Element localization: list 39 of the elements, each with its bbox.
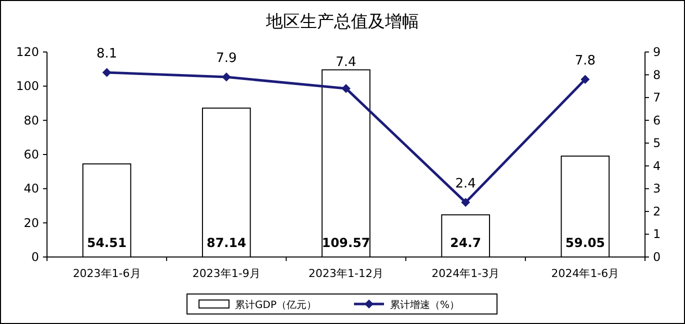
data-label: 109.57 — [322, 235, 370, 250]
data-label: 24.7 — [450, 235, 482, 250]
x-tick-label: 2023年1-6月 — [72, 267, 141, 280]
data-label: 7.8 — [574, 53, 596, 68]
legend-label: 累计增速（%） — [390, 299, 460, 311]
y2-tick-label: 5 — [653, 136, 661, 150]
data-label: 7.4 — [336, 54, 356, 70]
x-tick-label: 2024年1-6月 — [551, 267, 620, 280]
y2-tick-label: 8 — [653, 68, 661, 82]
y-tick-label: 120 — [16, 45, 39, 59]
y-tick-label: 60 — [24, 148, 39, 162]
y2-tick-label: 2 — [653, 204, 661, 218]
legend-label: 累计GDP（亿元） — [235, 299, 316, 311]
y2-tick-label: 6 — [653, 113, 661, 128]
title: 地区生产总值及增幅 — [266, 12, 419, 32]
point — [102, 68, 112, 77]
data-label: 87.14 — [206, 235, 246, 250]
y2-tick-label: 4 — [653, 158, 661, 173]
y-tick-label: 80 — [24, 113, 39, 128]
y-tick-label: 40 — [24, 182, 39, 196]
y2-tick-label: 9 — [653, 45, 661, 59]
y2-tick-label: 7 — [653, 90, 661, 105]
point — [580, 74, 590, 84]
data-label: 2.4 — [455, 176, 476, 192]
y-tick-label: 100 — [16, 79, 39, 94]
data-label: 59.05 — [565, 235, 605, 250]
x-tick-label: 2023年1-9月 — [192, 267, 260, 280]
y2-tick-label: 0 — [653, 250, 661, 264]
y2-tick-label: 1 — [653, 227, 661, 242]
y-tick-label: 20 — [24, 216, 39, 230]
y2-tick-label: 3 — [653, 182, 661, 196]
data-label: 7.9 — [216, 51, 237, 66]
point — [342, 84, 350, 93]
data-label: 8.1 — [96, 46, 118, 62]
x-tick-label: 2023年1-12月 — [308, 267, 384, 280]
data-label: 54.51 — [87, 235, 127, 250]
x-tick-label: 2024年1-3月 — [432, 267, 500, 280]
point — [461, 198, 470, 207]
y-tick-label: 0 — [31, 250, 39, 264]
